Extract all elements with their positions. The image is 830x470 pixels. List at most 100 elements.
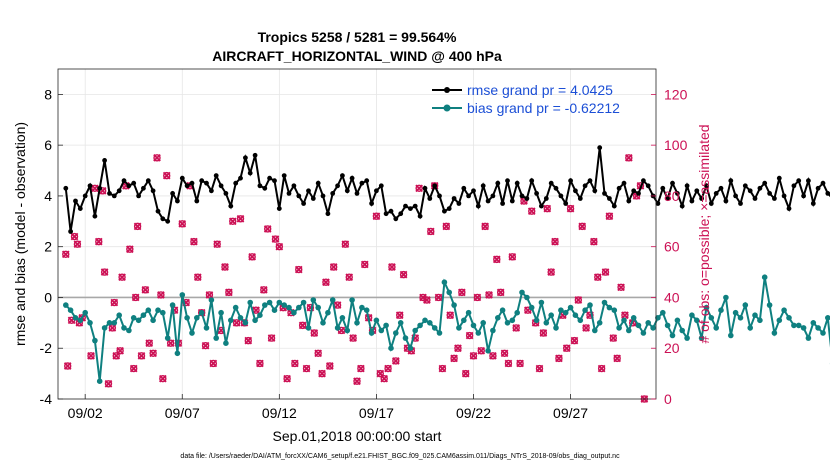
bias-marker xyxy=(694,317,700,324)
bias-marker xyxy=(145,307,152,314)
obs-assimilated-marker xyxy=(166,339,175,347)
obs-assimilated-marker xyxy=(360,260,369,269)
x-axis-ticks: 09/02 09/07 09/12 09/17 09/22 09/27 xyxy=(68,394,588,421)
obs-possible-marker xyxy=(465,331,474,340)
obs-assimilated-marker xyxy=(496,288,505,297)
obs-possible-marker xyxy=(306,303,315,312)
obs-assimilated-marker xyxy=(116,346,124,355)
bias-marker xyxy=(572,312,579,319)
rmse-marker xyxy=(73,198,78,204)
bias-marker xyxy=(237,315,244,321)
left-tick-label: 2 xyxy=(44,239,52,255)
obs-point xyxy=(527,207,536,215)
rmse-marker xyxy=(485,198,491,204)
obs-point xyxy=(267,334,276,342)
rmse-marker xyxy=(184,183,190,189)
obs-assimilated-marker xyxy=(566,204,575,213)
obs-possible-marker xyxy=(283,374,291,383)
rmse-marker xyxy=(539,203,544,209)
obs-possible-marker xyxy=(547,268,555,276)
bias-marker xyxy=(461,317,467,324)
obs-point xyxy=(372,212,381,221)
bias-marker xyxy=(427,320,433,326)
obs-possible-marker xyxy=(388,263,396,271)
bias-marker xyxy=(640,330,647,336)
obs-point xyxy=(458,288,466,297)
obs-point xyxy=(555,354,563,363)
obs-point xyxy=(153,154,161,162)
obs-point xyxy=(539,329,548,337)
obs-point xyxy=(283,374,291,383)
bias-marker xyxy=(281,302,288,308)
obs-point xyxy=(415,184,423,193)
bias-marker xyxy=(635,322,642,329)
rmse-marker xyxy=(529,178,535,184)
bias-marker xyxy=(82,309,88,316)
obs-assimilated-marker xyxy=(291,359,299,368)
obs-possible-marker xyxy=(95,237,103,246)
obs-assimilated-marker xyxy=(225,288,233,297)
obs-assimilated-marker xyxy=(492,255,501,264)
plot-frame xyxy=(57,68,657,400)
obs-point xyxy=(454,344,462,353)
obs-assimilated-marker xyxy=(153,154,161,162)
bias-marker xyxy=(495,315,501,321)
rmse-marker xyxy=(77,206,83,212)
obs-point xyxy=(205,291,214,299)
bias-marker xyxy=(213,335,219,341)
obs-assimilated-marker xyxy=(294,265,303,274)
rmse-marker xyxy=(675,191,680,196)
rmse-marker xyxy=(349,175,355,181)
legend: rmse grand pr = 4.0425 bias grand pr = -… xyxy=(432,82,620,116)
obs-assimilated-marker xyxy=(446,311,455,320)
legend-rmse-label: rmse grand pr = 4.0425 xyxy=(467,82,613,98)
obs-point xyxy=(508,253,517,261)
rmse-marker xyxy=(621,180,627,186)
bias-marker xyxy=(441,279,448,286)
obs-point xyxy=(141,286,150,294)
left-tick-label: -4 xyxy=(40,391,53,407)
left-tick-label: -2 xyxy=(40,340,53,356)
obs-assimilated-marker xyxy=(141,286,150,294)
obs-possible-marker xyxy=(504,359,513,368)
obs-assimilated-marker xyxy=(283,374,291,383)
bias-marker xyxy=(262,302,268,308)
obs-assimilated-marker xyxy=(399,270,408,279)
obs-point xyxy=(225,288,233,297)
obs-point xyxy=(329,263,338,271)
obs-point xyxy=(302,364,311,373)
obs-assimilated-marker xyxy=(481,222,489,231)
rmse-marker xyxy=(733,193,738,199)
bias-marker xyxy=(538,299,545,306)
bias-marker xyxy=(373,317,380,324)
bias-marker xyxy=(339,315,346,321)
bias-marker xyxy=(606,304,613,311)
bias-marker xyxy=(611,307,618,314)
bias-marker xyxy=(524,294,530,301)
obs-point xyxy=(438,364,447,373)
obs-assimilated-marker xyxy=(349,334,357,342)
rmse-marker xyxy=(660,185,666,191)
obs-assimilated-marker xyxy=(508,253,517,261)
obs-assimilated-marker xyxy=(458,288,466,297)
obs-point xyxy=(357,364,365,373)
obs-possible-marker xyxy=(126,245,134,253)
obs-possible-marker xyxy=(341,240,350,248)
obs-point xyxy=(582,324,590,332)
bias-marker xyxy=(305,325,312,331)
obs-assimilated-marker xyxy=(91,184,99,193)
obs-assimilated-marker xyxy=(535,364,544,373)
rmse-marker xyxy=(820,180,826,186)
rmse-marker xyxy=(82,193,88,199)
obs-assimilated-marker xyxy=(94,237,103,246)
obs-point xyxy=(543,204,552,213)
rmse-marker xyxy=(665,196,670,201)
rmse-marker xyxy=(340,173,345,179)
right-tick-label: 100 xyxy=(664,137,688,153)
obs-possible-marker xyxy=(469,352,478,360)
rmse-marker xyxy=(636,191,641,196)
rmse-marker xyxy=(330,191,336,196)
obs-point xyxy=(547,268,555,276)
obs-assimilated-marker xyxy=(613,354,622,363)
rmse-marker xyxy=(296,193,302,199)
